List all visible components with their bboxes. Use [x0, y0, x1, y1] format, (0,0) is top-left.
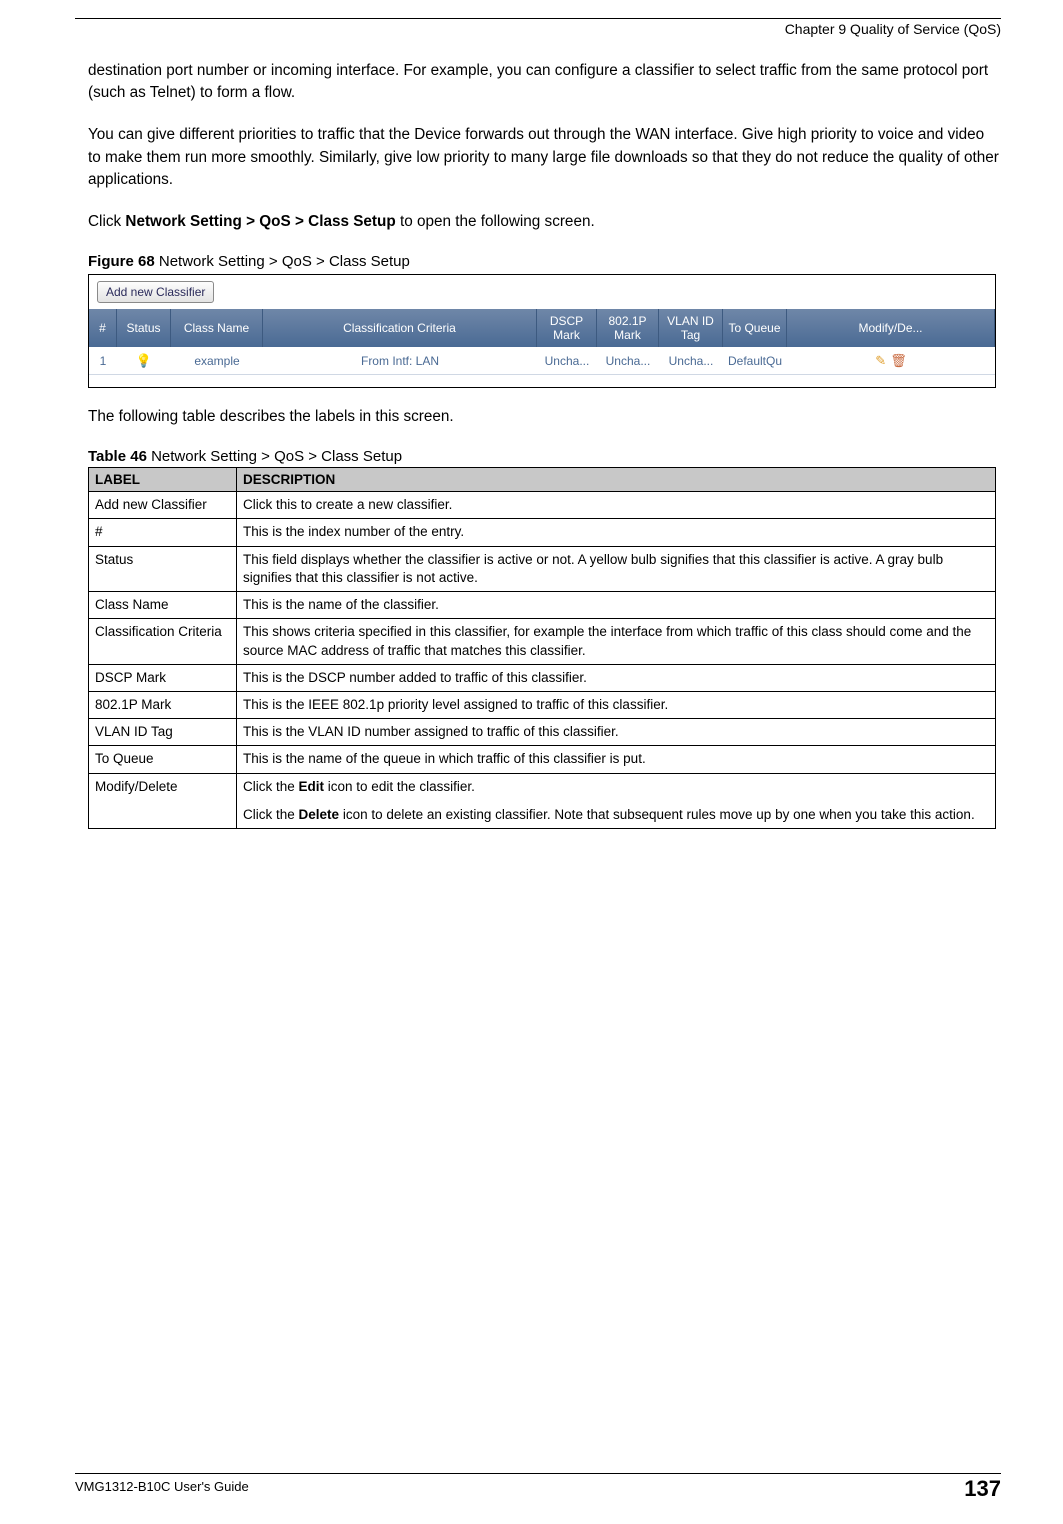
figure-caption: Figure 68 Network Setting > QoS > Class …: [88, 253, 1001, 270]
description-table: LABEL DESCRIPTION Add new ClassifierClic…: [88, 467, 996, 829]
cell-8021p: Uncha...: [597, 354, 659, 368]
td-desc: This is the IEEE 802.1p priority level a…: [237, 691, 996, 718]
td-desc-modify: Click the Edit icon to edit the classifi…: [237, 773, 996, 828]
col-header-classname: Class Name: [171, 309, 263, 347]
col-header-status: Status: [117, 309, 171, 347]
table-row: 802.1P MarkThis is the IEEE 802.1p prior…: [89, 691, 996, 718]
paragraph-2: You can give different priorities to tra…: [88, 124, 1001, 191]
td-desc: Click this to create a new classifier.: [237, 492, 996, 519]
td-desc: This is the DSCP number added to traffic…: [237, 664, 996, 691]
col-header-vlan: VLAN ID Tag: [659, 309, 723, 347]
edit-icon[interactable]: ✎: [875, 353, 886, 368]
screenshot-figure: Add new Classifier # Status Class Name C…: [88, 274, 996, 388]
td-label: #: [89, 519, 237, 546]
td-label: VLAN ID Tag: [89, 719, 237, 746]
col-header-dscp: DSCP Mark: [537, 309, 597, 347]
m-line2-post: icon to delete an existing classifier. N…: [339, 807, 975, 822]
cell-modify: ✎🗑: [787, 353, 995, 369]
cell-num: 1: [89, 354, 117, 368]
footer-page-number: 137: [964, 1476, 1001, 1502]
bulb-icon: 💡: [136, 353, 152, 368]
cell-status: 💡: [117, 353, 171, 369]
cell-criteria: From Intf: LAN: [263, 354, 537, 368]
footer-guide: VMG1312-B10C User's Guide: [75, 1479, 249, 1494]
cell-dscp: Uncha...: [537, 354, 597, 368]
table-row: VLAN ID TagThis is the VLAN ID number as…: [89, 719, 996, 746]
table-row: Classification CriteriaThis shows criter…: [89, 619, 996, 664]
table-caption: Table 46 Network Setting > QoS > Class S…: [88, 448, 1001, 465]
th-label: LABEL: [89, 468, 237, 492]
page-header: Chapter 9 Quality of Service (QoS): [75, 18, 1001, 37]
td-label: Status: [89, 546, 237, 591]
col-header-num: #: [89, 309, 117, 347]
chapter-title: Chapter 9 Quality of Service (QoS): [785, 21, 1001, 37]
td-desc: This is the index number of the entry.: [237, 519, 996, 546]
m-line2-bold: Delete: [299, 807, 340, 822]
page-footer: VMG1312-B10C User's Guide 137: [75, 1473, 1001, 1496]
table-row: Add new ClassifierClick this to create a…: [89, 492, 996, 519]
td-label: Modify/Delete: [89, 773, 237, 828]
table-header-row: LABEL DESCRIPTION: [89, 468, 996, 492]
table-row: Class NameThis is the name of the classi…: [89, 592, 996, 619]
table-row: StatusThis field displays whether the cl…: [89, 546, 996, 591]
td-label: Classification Criteria: [89, 619, 237, 664]
figure-label: Figure 68: [88, 253, 155, 270]
grid-header-row: # Status Class Name Classification Crite…: [89, 309, 995, 347]
col-header-criteria: Classification Criteria: [263, 309, 537, 347]
table-row: To QueueThis is the name of the queue in…: [89, 746, 996, 773]
td-label: To Queue: [89, 746, 237, 773]
m-line2-pre: Click the: [243, 807, 299, 822]
td-label: Add new Classifier: [89, 492, 237, 519]
td-desc: This is the VLAN ID number assigned to t…: [237, 719, 996, 746]
paragraph-3: Click Network Setting > QoS > Class Setu…: [88, 211, 1001, 233]
m-line1-pre: Click the: [243, 779, 299, 794]
col-header-modify: Modify/De...: [787, 309, 995, 347]
td-desc: This field displays whether the classifi…: [237, 546, 996, 591]
cell-classname: example: [171, 354, 263, 368]
cell-queue: DefaultQu: [723, 354, 787, 368]
p3-bold: Network Setting > QoS > Class Setup: [125, 213, 395, 230]
figure-title: Network Setting > QoS > Class Setup: [155, 253, 410, 270]
table-row: #This is the index number of the entry.: [89, 519, 996, 546]
td-label: DSCP Mark: [89, 664, 237, 691]
p3-pre: Click: [88, 213, 125, 230]
td-desc: This is the name of the classifier.: [237, 592, 996, 619]
col-header-queue: To Queue: [723, 309, 787, 347]
table-label: Table 46: [88, 448, 147, 465]
p3-post: to open the following screen.: [396, 213, 595, 230]
add-classifier-button[interactable]: Add new Classifier: [97, 281, 214, 303]
th-desc: DESCRIPTION: [237, 468, 996, 492]
td-label: Class Name: [89, 592, 237, 619]
td-desc: This is the name of the queue in which t…: [237, 746, 996, 773]
grid-data-row: 1 💡 example From Intf: LAN Uncha... Unch…: [89, 347, 995, 375]
cell-vlan: Uncha...: [659, 354, 723, 368]
paragraph-4: The following table describes the labels…: [88, 406, 1001, 428]
table-row: DSCP MarkThis is the DSCP number added t…: [89, 664, 996, 691]
table-row-modify: Modify/Delete Click the Edit icon to edi…: [89, 773, 996, 828]
delete-icon[interactable]: 🗑: [890, 353, 907, 368]
td-desc: This shows criteria specified in this cl…: [237, 619, 996, 664]
m-line1-post: icon to edit the classifier.: [324, 779, 475, 794]
m-line1-bold: Edit: [299, 779, 325, 794]
td-label: 802.1P Mark: [89, 691, 237, 718]
col-header-8021p: 802.1P Mark: [597, 309, 659, 347]
page-content: destination port number or incoming inte…: [88, 60, 1001, 829]
paragraph-1: destination port number or incoming inte…: [88, 60, 1001, 104]
table-title: Network Setting > QoS > Class Setup: [147, 448, 402, 465]
